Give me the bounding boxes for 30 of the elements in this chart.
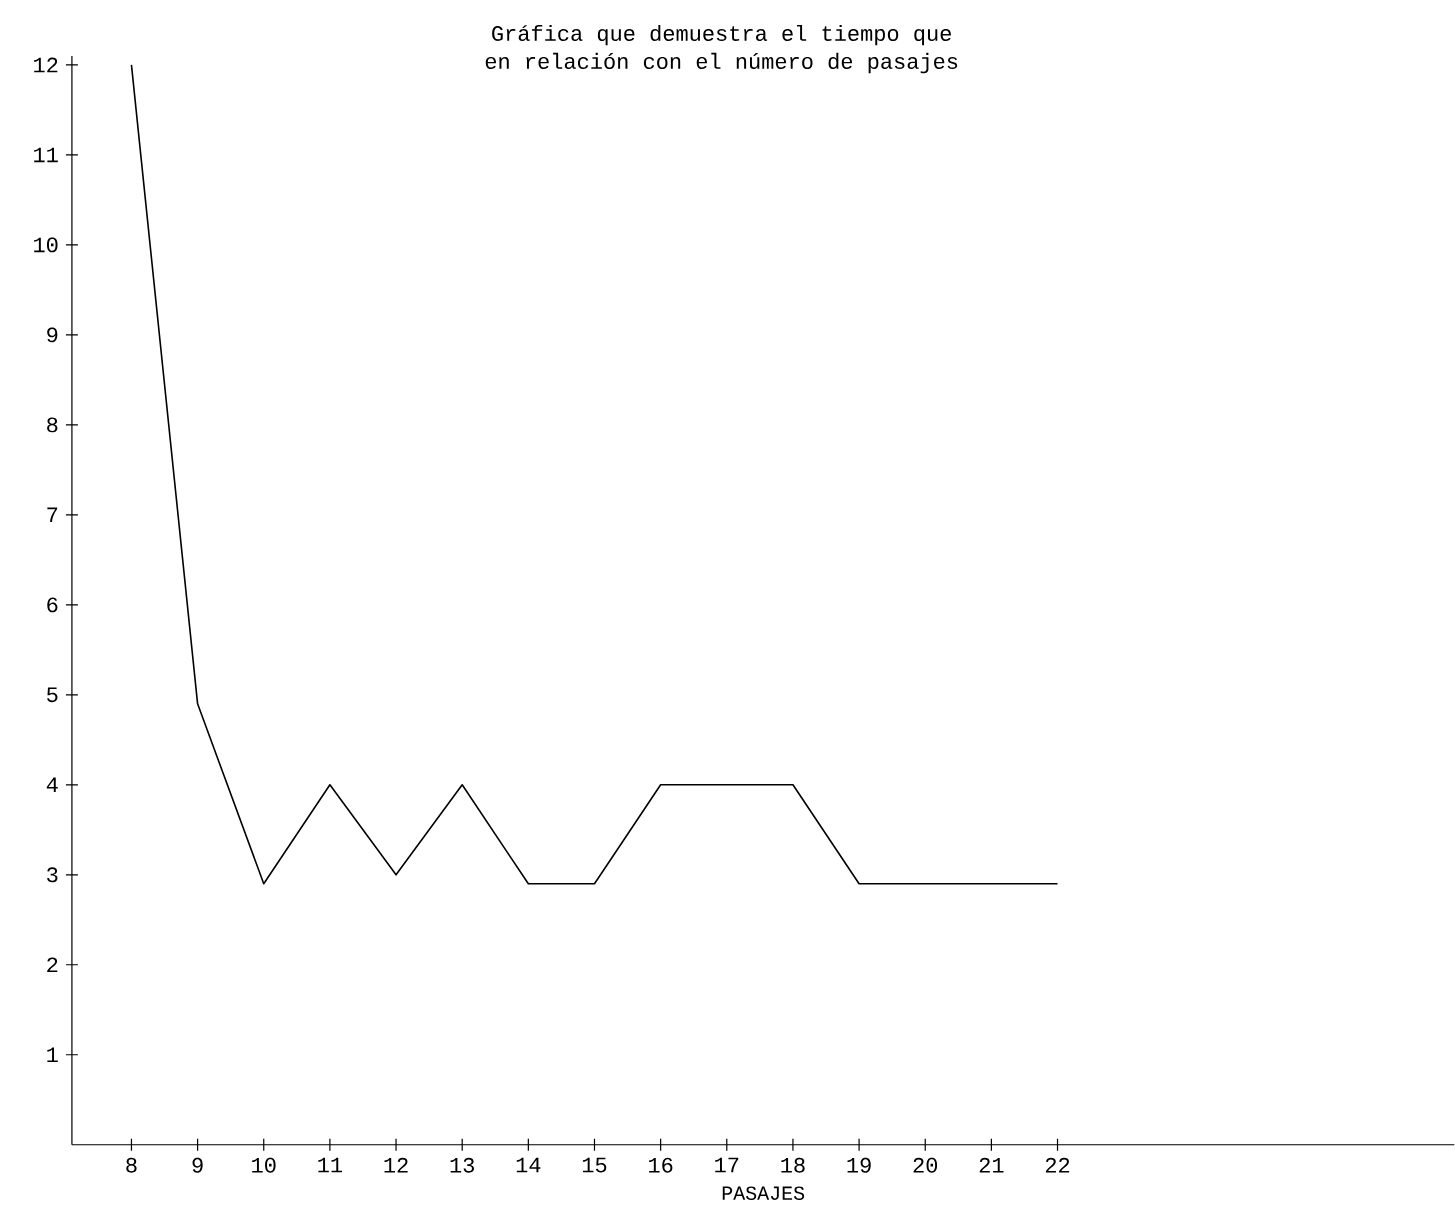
x-tick-label: 16: [649, 1157, 673, 1173]
x-tick-label: 19: [847, 1157, 871, 1173]
y-tick-label: 9: [47, 327, 58, 343]
x-tick-label: 14: [516, 1157, 541, 1173]
y-tick-label: 6: [47, 597, 58, 613]
x-tick-label: 9: [192, 1157, 203, 1173]
x-axis-title: PASAJES: [722, 1186, 805, 1201]
x-tick-label: 20: [913, 1157, 938, 1173]
x-tick-label: 17: [715, 1157, 739, 1173]
x-tick-label: 22: [1045, 1157, 1070, 1173]
y-tick-label: 1: [47, 1047, 58, 1063]
y-tick-label: 10: [34, 237, 58, 253]
y-tick-label: 3: [47, 867, 58, 883]
x-tick-label: 13: [450, 1157, 474, 1173]
y-tick-label: 4: [46, 777, 58, 793]
chart-subtitle: en relación con el número de pasajes: [485, 53, 958, 74]
y-tick-label: 8: [47, 417, 58, 433]
x-tick-label: 10: [252, 1157, 276, 1173]
x-tick-label: 8: [126, 1157, 137, 1173]
y-tick-label: 12: [34, 57, 58, 73]
y-tick-label: 7: [47, 507, 58, 523]
x-tick-label: 12: [384, 1157, 408, 1173]
y-tick-label: 2: [47, 957, 58, 973]
x-tick-label: 11: [318, 1157, 343, 1173]
x-tick-label: 18: [781, 1157, 805, 1173]
x-tick-label: 21: [979, 1157, 1004, 1173]
chart-title: Gráfica que demuestra el tiempo que: [492, 25, 951, 46]
y-tick-label: 5: [47, 687, 58, 703]
x-tick-label: 15: [582, 1157, 607, 1173]
y-tick-label: 11: [34, 147, 58, 163]
